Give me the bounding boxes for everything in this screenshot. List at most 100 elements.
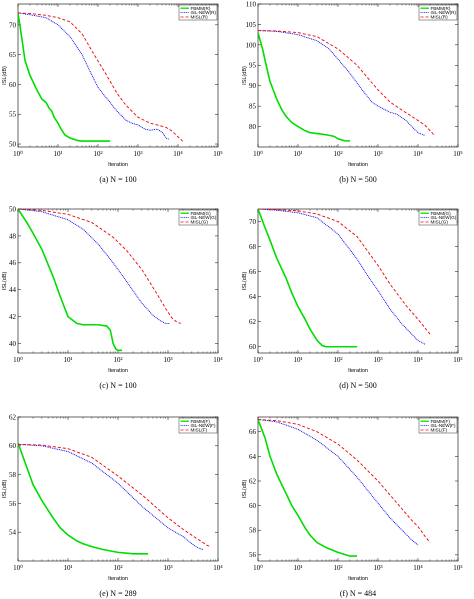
x-tick-label: 10⁴ bbox=[173, 150, 183, 158]
legend-entry: ISL-NEW(F) bbox=[191, 423, 216, 428]
y-axis-label: ISL(dB) bbox=[242, 480, 248, 499]
y-tick-label: 65 bbox=[9, 51, 17, 59]
x-tick-label: 10² bbox=[333, 564, 342, 572]
x-tick-label: 10⁵ bbox=[213, 150, 223, 158]
series-line-3 bbox=[18, 209, 181, 324]
x-tick-label: 10³ bbox=[133, 150, 142, 158]
legend-entry: FBMM(F) bbox=[191, 419, 211, 424]
series-line-3 bbox=[258, 209, 431, 335]
series-line-1 bbox=[18, 12, 111, 142]
legend-entry: FBMM(R) bbox=[191, 6, 211, 11]
chart-panel-e: 10⁰ 10¹ 10² 10³ 10⁴ 54 56 58 60 62 Iteration ISL(dB… bbox=[2, 413, 223, 598]
legend-entry: FBMM(G) bbox=[191, 211, 212, 216]
plot-frame bbox=[257, 416, 459, 562]
y-tick-label: 68 bbox=[249, 243, 257, 251]
panel-caption: (c) N = 100 bbox=[99, 381, 136, 390]
x-axis-label: Iteration bbox=[348, 576, 368, 582]
x-tick-label: 10¹ bbox=[293, 150, 302, 158]
series-line-1 bbox=[258, 419, 358, 557]
x-tick-label: 10² bbox=[333, 150, 342, 158]
legend-entry: MISL(G) bbox=[191, 220, 209, 225]
legend-entry: ISL-NEW(R) bbox=[191, 10, 217, 15]
panel-caption: (b) N = 500 bbox=[339, 175, 377, 184]
series-line-3 bbox=[18, 443, 211, 548]
plot-frame bbox=[257, 208, 459, 354]
series-line-2 bbox=[18, 443, 204, 550]
legend: FBMM(R)ISL-NEW(R)MISL(R) bbox=[178, 4, 218, 21]
y-tick-label: 62 bbox=[249, 477, 257, 485]
legend: FBMM(G)ISL-NEW(G)MISL(G) bbox=[418, 209, 458, 226]
x-tick-label: 10³ bbox=[163, 564, 172, 572]
x-tick-label: 10⁴ bbox=[413, 564, 423, 572]
x-tick-label: 10⁰ bbox=[13, 356, 23, 364]
legend: FBMM(R)ISL-NEW(R)MISL(R) bbox=[418, 4, 458, 21]
series-line-2 bbox=[258, 209, 426, 345]
x-axis-label: Iteration bbox=[348, 162, 368, 168]
x-tick-label: 10³ bbox=[373, 564, 382, 572]
y-tick-label: 60 bbox=[249, 502, 257, 510]
x-tick-label: 10⁰ bbox=[253, 150, 263, 158]
y-tick-label: 56 bbox=[9, 500, 17, 508]
x-axis-label: Iteration bbox=[108, 576, 128, 582]
chart-panel-f: 10⁰ 10¹ 10² 10³ 10⁴ 10⁵ 56 58 60 62 64 66 Iteration I… bbox=[242, 416, 463, 598]
series-line-2 bbox=[18, 12, 170, 140]
x-tick-label: 10² bbox=[333, 356, 342, 364]
x-tick-label: 10² bbox=[93, 150, 102, 158]
x-tick-label: 10¹ bbox=[63, 564, 72, 572]
y-axis-label: ISL(dB) bbox=[2, 480, 8, 499]
y-tick-label: 70 bbox=[9, 21, 17, 29]
x-tick-label: 10⁵ bbox=[453, 356, 463, 364]
panel-caption: (f) N = 484 bbox=[340, 589, 376, 598]
x-tick-label: 10¹ bbox=[63, 356, 72, 364]
panel-caption: (d) N = 500 bbox=[339, 381, 377, 390]
series-line-3 bbox=[18, 12, 183, 142]
y-tick-label: 55 bbox=[9, 111, 17, 119]
y-tick-label: 110 bbox=[246, 0, 257, 8]
y-tick-label: 95 bbox=[249, 62, 257, 70]
x-tick-label: 10⁴ bbox=[413, 356, 423, 364]
x-tick-label: 10² bbox=[113, 356, 122, 364]
y-axis-label: ISL(dB) bbox=[242, 272, 248, 291]
y-tick-label: 50 bbox=[9, 140, 17, 148]
y-tick-label: 48 bbox=[9, 232, 17, 240]
y-tick-label: 60 bbox=[9, 442, 17, 450]
x-tick-label: 10⁰ bbox=[253, 356, 263, 364]
x-tick-label: 10³ bbox=[373, 150, 382, 158]
legend-entry: ISL-NEW(G) bbox=[431, 215, 457, 220]
legend: FBMM(G)ISL-NEW(G)MISL(G) bbox=[178, 209, 218, 226]
y-tick-label: 66 bbox=[249, 428, 257, 436]
y-tick-label: 42 bbox=[9, 313, 17, 321]
x-tick-label: 10³ bbox=[163, 356, 172, 364]
series-line-1 bbox=[18, 442, 149, 555]
y-tick-label: 44 bbox=[9, 286, 17, 294]
series-line-2 bbox=[18, 209, 171, 324]
x-tick-label: 10⁵ bbox=[453, 564, 463, 572]
legend-entry: MISL(G) bbox=[431, 220, 449, 225]
legend: FBMM(F)ISL-NEW(F)MISL(F) bbox=[178, 417, 218, 434]
x-tick-label: 10⁴ bbox=[413, 150, 423, 158]
y-tick-label: 62 bbox=[249, 318, 257, 326]
y-tick-label: 62 bbox=[9, 413, 17, 421]
x-tick-label: 10² bbox=[113, 564, 122, 572]
plot-frame bbox=[17, 3, 219, 148]
x-axis-label: Iteration bbox=[108, 368, 128, 374]
series-line-1 bbox=[18, 209, 122, 352]
y-tick-label: 100 bbox=[246, 41, 257, 49]
series-line-1 bbox=[258, 209, 358, 348]
y-tick-label: 46 bbox=[9, 259, 17, 267]
y-tick-label: 54 bbox=[9, 529, 17, 537]
y-tick-label: 80 bbox=[249, 123, 257, 131]
x-tick-label: 10¹ bbox=[293, 356, 302, 364]
series-line-3 bbox=[258, 419, 431, 543]
y-axis-label: ISL(dB) bbox=[242, 66, 248, 85]
y-tick-label: 64 bbox=[249, 453, 257, 461]
y-tick-label: 90 bbox=[249, 82, 257, 90]
legend-entry: FBMM(F) bbox=[431, 419, 451, 424]
x-tick-label: 10⁰ bbox=[13, 564, 23, 572]
x-tick-label: 10⁴ bbox=[213, 356, 223, 364]
x-tick-label: 10¹ bbox=[293, 564, 302, 572]
chart-panel-b: 10⁰ 10¹ 10² 10³ 10⁴ 10⁵ 80 85 90 95 100 105 110 Itera… bbox=[242, 0, 463, 184]
x-tick-label: 10⁰ bbox=[13, 150, 23, 158]
x-axis-label: Iteration bbox=[348, 368, 368, 374]
